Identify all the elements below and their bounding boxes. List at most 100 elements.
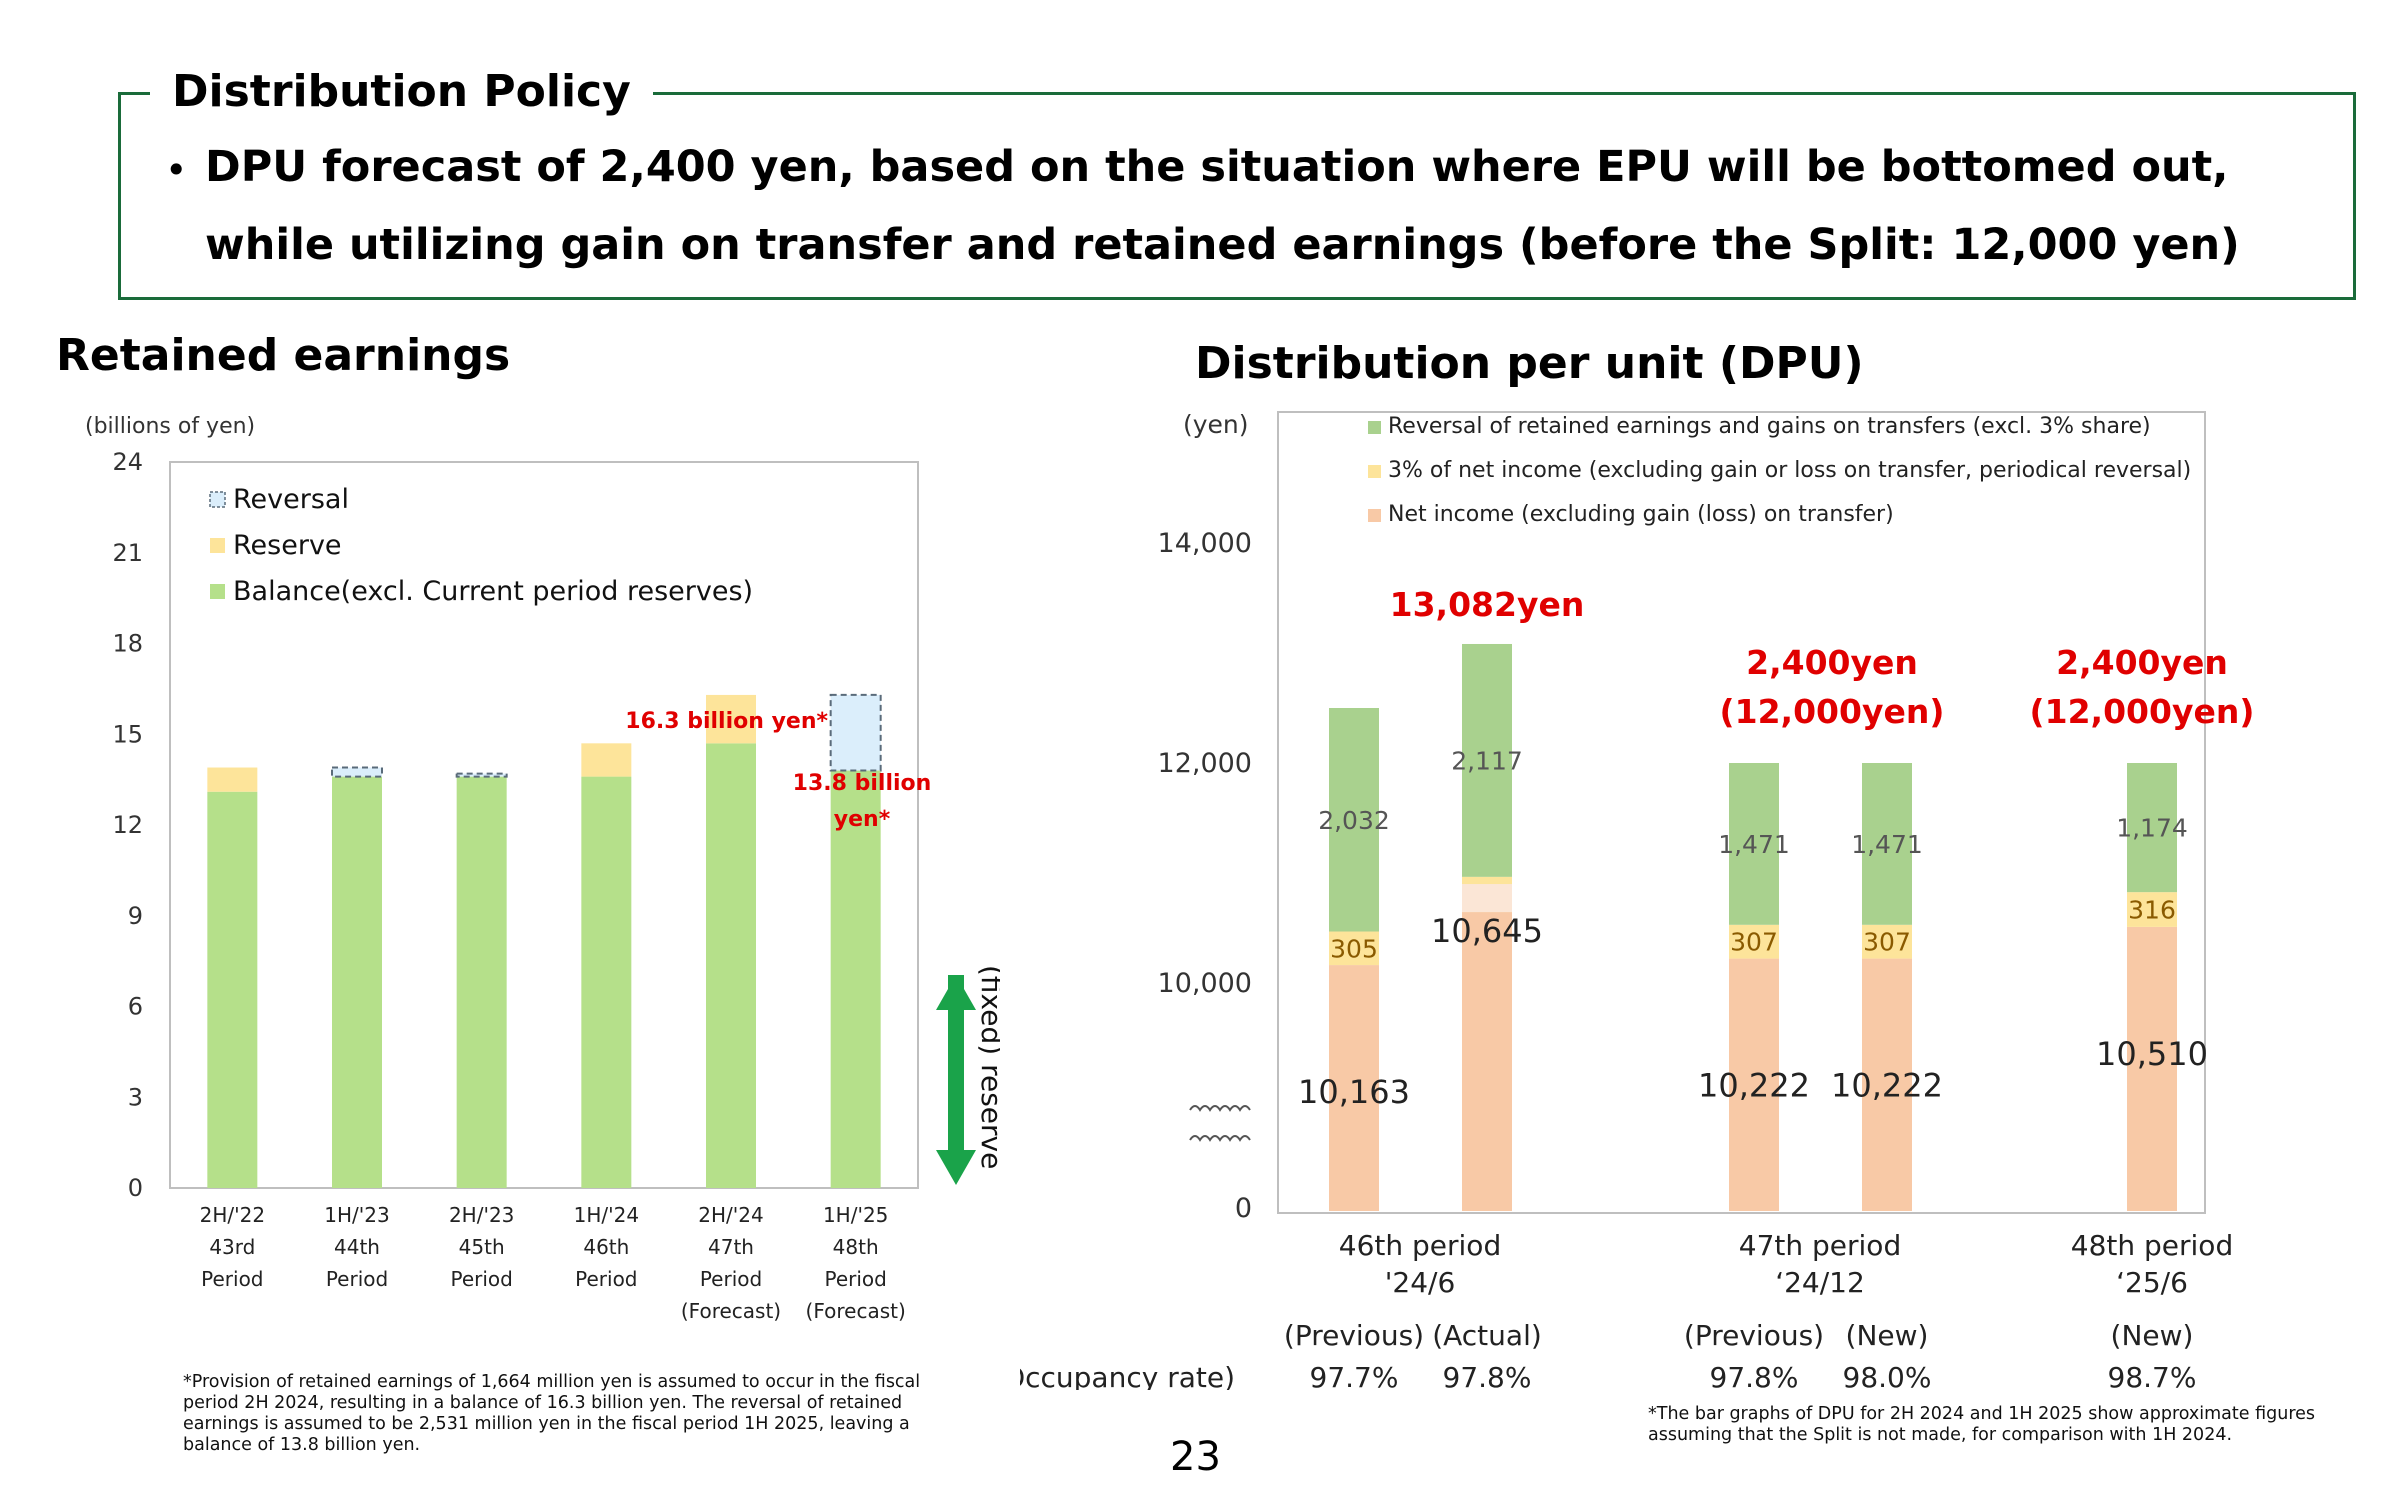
bar-segment-reserve bbox=[706, 694, 756, 744]
data-label-reversal: 2,032 bbox=[1318, 806, 1390, 835]
data-label-reversal: 1,174 bbox=[2116, 814, 2188, 843]
bar-segment-net-income bbox=[1462, 912, 1512, 1211]
y-tick-label: 15 bbox=[112, 720, 143, 748]
annotation-16-3-billion: 16.3 billion yen* bbox=[625, 709, 828, 734]
bar-segment-reversal bbox=[829, 693, 882, 772]
legend-swatch bbox=[209, 491, 226, 508]
x-tick-label: 1H/'24 bbox=[574, 1203, 639, 1227]
bar-segment-3pct-net-income bbox=[2127, 892, 2177, 927]
plot-area bbox=[1277, 411, 2206, 1214]
bar-segment-3pct-net-income bbox=[1729, 924, 1779, 959]
y-tick-label: 14,000 bbox=[1158, 528, 1252, 559]
y-tick-label: 0 bbox=[128, 1174, 143, 1202]
bar-segment-balance bbox=[456, 776, 507, 1188]
reserve-arrow-label: (fixed) reserve bbox=[975, 965, 1000, 1169]
occupancy-value: 97.7% bbox=[1310, 1361, 1399, 1390]
bar-segment-reversal bbox=[1862, 763, 1912, 925]
x-tick-label: 47th bbox=[708, 1235, 754, 1259]
retained-footnote: *Provision of retained earnings of 1,664… bbox=[183, 1372, 921, 1455]
bar-segment-reversal bbox=[1462, 643, 1512, 877]
legend-label: Reserve bbox=[233, 530, 342, 561]
annotation-13-8-billion-yen: yen* bbox=[834, 807, 891, 832]
y-tick-label: 3 bbox=[128, 1083, 143, 1111]
bar-segment-reserve bbox=[207, 767, 258, 792]
y-tick-label: 24 bbox=[112, 448, 143, 476]
x-group-label: 48th period bbox=[2071, 1229, 2233, 1262]
callout-2400yen: 2,400yen bbox=[2056, 643, 2228, 682]
bar-segment-3pct-net-income bbox=[1329, 931, 1379, 966]
bar-segment-reversal bbox=[1329, 708, 1379, 932]
page-number: 23 bbox=[1170, 1434, 1221, 1480]
plot-area bbox=[169, 461, 919, 1189]
x-group-date: '24/6 bbox=[1385, 1266, 1456, 1299]
x-case-label: (Actual) bbox=[1432, 1319, 1542, 1352]
x-case-label: (New) bbox=[2111, 1319, 2194, 1352]
bar-segment-reversal bbox=[2127, 763, 2177, 893]
x-group-label: 46th period bbox=[1339, 1229, 1501, 1262]
annotation-13-8-billion: 13.8 billion bbox=[793, 771, 932, 796]
data-label-3pct: 305 bbox=[1330, 934, 1378, 963]
x-tick-label: Period bbox=[575, 1267, 637, 1291]
data-label-reversal: 2,117 bbox=[1451, 746, 1523, 775]
policy-title: Distribution Policy bbox=[150, 62, 653, 122]
legend-swatch bbox=[1368, 421, 1381, 434]
legend-label: Reversal of retained earnings and gains … bbox=[1388, 414, 2151, 439]
dpu-footnote: *The bar graphs of DPU for 2H 2024 and 1… bbox=[1648, 1404, 2316, 1445]
callout-13082yen: 13,082yen bbox=[1390, 585, 1585, 624]
bar-segment-balance bbox=[706, 743, 756, 1188]
x-case-label: (New) bbox=[1846, 1319, 1929, 1352]
dpu-title: Distribution per unit (DPU) bbox=[1195, 338, 1864, 389]
bar-segment-net-income bbox=[1329, 965, 1379, 1211]
legend-label: Net income (excluding gain (loss) on tra… bbox=[1388, 502, 1894, 527]
data-label-net-income: 10,222 bbox=[1831, 1067, 1943, 1105]
x-tick-label: 2H/'22 bbox=[200, 1203, 265, 1227]
x-tick-label: 48th bbox=[833, 1235, 879, 1259]
legend-label: Balance(excl. Current period reserves) bbox=[233, 576, 753, 607]
occupancy-value: 97.8% bbox=[1443, 1361, 1532, 1390]
x-tick-label: 1H/'25 bbox=[823, 1203, 888, 1227]
data-label-net-income: 10,645 bbox=[1431, 912, 1543, 950]
y-tick-label: 18 bbox=[112, 630, 143, 658]
x-tick-label: Period bbox=[824, 1267, 886, 1291]
callout-12000yen: (12,000yen) bbox=[2030, 692, 2255, 731]
data-label-3pct: 307 bbox=[1863, 928, 1911, 957]
legend-label: Reversal bbox=[233, 484, 349, 515]
occupancy-value: 98.7% bbox=[2108, 1361, 2197, 1390]
bar-segment-balance bbox=[332, 776, 382, 1188]
bar-segment-reversal bbox=[1729, 763, 1779, 925]
axis-break-mark bbox=[1189, 1105, 1251, 1112]
y-tick-label: 12 bbox=[112, 811, 143, 839]
data-label-reversal: 1,471 bbox=[1851, 830, 1923, 859]
y-axis-label: (yen) bbox=[1183, 410, 1249, 439]
bar-segment-net-income bbox=[2127, 926, 2177, 1211]
bar-segment-net-income bbox=[1729, 958, 1779, 1211]
bar-segment-balance bbox=[830, 770, 881, 1188]
x-tick-label: (Forecast) bbox=[806, 1299, 906, 1323]
y-tick-label: 6 bbox=[128, 993, 143, 1021]
x-tick-label: 2H/'24 bbox=[698, 1203, 763, 1227]
x-group-date: ‘24/12 bbox=[1775, 1266, 1865, 1299]
y-tick-label: 21 bbox=[112, 539, 143, 567]
bar-segment-balance bbox=[581, 776, 632, 1188]
bar-segment-3pct-net-income bbox=[1862, 924, 1912, 959]
legend-swatch bbox=[210, 584, 225, 599]
legend-swatch bbox=[1368, 465, 1381, 478]
x-tick-label: Period bbox=[450, 1267, 512, 1291]
y-tick-label: 0 bbox=[1235, 1193, 1252, 1224]
x-tick-label: 45th bbox=[459, 1235, 505, 1259]
occupancy-value: 98.0% bbox=[1843, 1361, 1932, 1390]
policy-line-2: while utilizing gain on transfer and ret… bbox=[205, 220, 2240, 270]
x-tick-label: 46th bbox=[583, 1235, 629, 1259]
x-tick-label: 2H/'23 bbox=[449, 1203, 514, 1227]
data-label-3pct: 316 bbox=[2128, 896, 2176, 925]
x-tick-label: Period bbox=[700, 1267, 762, 1291]
x-tick-label: (Forecast) bbox=[681, 1299, 781, 1323]
callout-2400yen: 2,400yen bbox=[1746, 643, 1918, 682]
data-label-3pct: 307 bbox=[1730, 928, 1778, 957]
x-group-label: 47th period bbox=[1739, 1229, 1901, 1262]
x-tick-label: Period bbox=[326, 1267, 388, 1291]
x-group-date: ‘25/6 bbox=[2116, 1266, 2188, 1299]
bar-segment-net-income bbox=[1862, 958, 1912, 1211]
data-label-net-income: 10,510 bbox=[2096, 1035, 2208, 1073]
legend-swatch bbox=[210, 538, 225, 553]
